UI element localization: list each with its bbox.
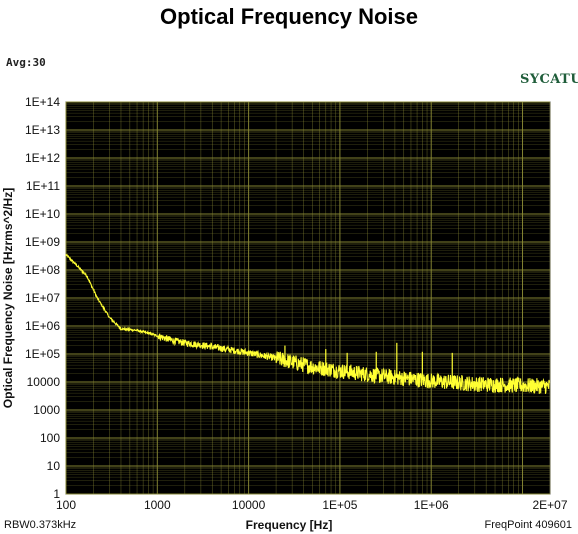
noise-trace <box>65 253 551 395</box>
x-axis-label: Frequency [Hz] <box>245 518 333 532</box>
y-tick-label: 1 <box>53 487 60 501</box>
rbw-readout: RBW0.373kHz <box>4 519 77 531</box>
x-tick-label: 1E+05 <box>322 498 357 512</box>
freq-point-readout: FreqPoint 409601 <box>484 519 572 531</box>
y-tick-label: 1E+07 <box>25 291 60 305</box>
y-tick-label: 10000 <box>27 375 61 389</box>
y-tick-label: 1E+05 <box>25 347 60 361</box>
x-tick-label: 2E+07 <box>532 498 567 512</box>
y-tick-labels: 1E+14 1E+13 1E+12 1E+11 1E+10 1E+09 1E+08 1E+07… <box>25 95 60 501</box>
y-tick-label: 1E+14 <box>25 95 60 109</box>
x-tick-label: 1000 <box>144 498 171 512</box>
y-tick-label: 1000 <box>33 403 60 417</box>
noise-trace-line <box>65 253 551 395</box>
y-tick-label: 1E+06 <box>25 319 60 333</box>
y-tick-label: 1E+10 <box>25 207 60 221</box>
y-tick-label: 1E+12 <box>25 151 60 165</box>
chart-title: Optical Frequency Noise <box>160 4 418 29</box>
y-tick-label: 100 <box>40 431 60 445</box>
x-tick-labels: 100 1000 10000 1E+05 1E+06 2E+07 <box>56 498 568 512</box>
y-tick-label: 1E+09 <box>25 235 60 249</box>
grid-lines <box>65 101 551 495</box>
y-tick-label: 10 <box>47 459 61 473</box>
x-tick-label: 1E+06 <box>414 498 449 512</box>
x-tick-label: 10000 <box>232 498 266 512</box>
x-tick-label: 100 <box>56 498 76 512</box>
average-count: Avg:30 <box>6 56 46 69</box>
brand-logo: SYCATUS <box>520 72 578 87</box>
y-tick-label: 1E+11 <box>26 179 60 193</box>
y-tick-label: 1E+13 <box>25 123 60 137</box>
y-tick-label: 1E+08 <box>25 263 60 277</box>
